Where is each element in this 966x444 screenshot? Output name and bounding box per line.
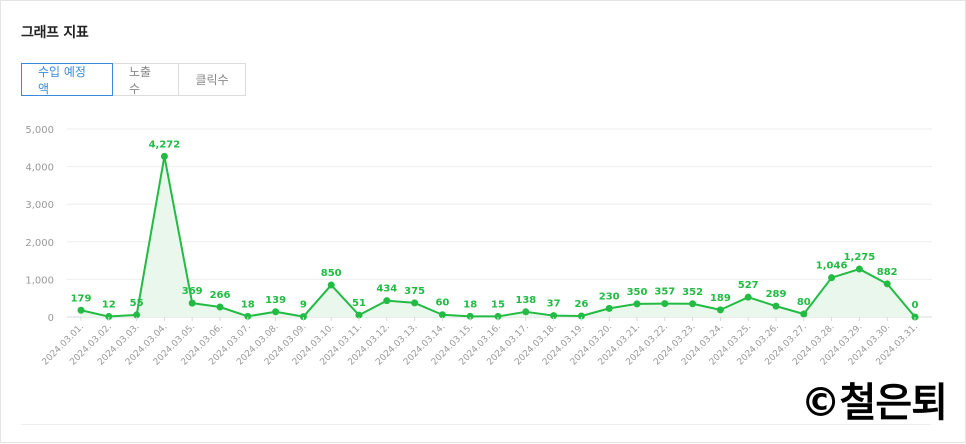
data-label: 179 (71, 293, 92, 304)
data-point (244, 312, 252, 320)
data-point (160, 152, 168, 160)
data-point (744, 293, 752, 301)
data-label: 434 (376, 284, 397, 295)
data-label: 138 (515, 295, 536, 306)
data-point (438, 311, 446, 319)
data-point (772, 302, 780, 310)
tab-clicks[interactable]: 클릭수 (178, 63, 246, 96)
data-label: 527 (738, 280, 759, 291)
data-point (828, 274, 836, 282)
data-point (216, 303, 224, 311)
data-point (77, 306, 85, 314)
data-label: 189 (710, 293, 731, 304)
data-label: 352 (682, 287, 703, 298)
data-point (661, 300, 669, 308)
data-point (272, 308, 280, 316)
data-label: 18 (463, 299, 477, 310)
data-label: 369 (182, 286, 203, 297)
data-point (605, 304, 613, 312)
data-label: 289 (766, 289, 787, 300)
data-label: 37 (547, 299, 561, 310)
data-point (633, 300, 641, 308)
data-point (133, 311, 141, 319)
data-label: 1,046 (816, 261, 848, 272)
data-label: 4,272 (149, 139, 181, 150)
data-label: 230 (599, 291, 620, 302)
data-point (716, 306, 724, 314)
series-area (81, 156, 915, 317)
data-label: 55 (130, 298, 144, 309)
data-point (105, 313, 113, 321)
data-label: 0 (912, 300, 919, 311)
data-point (689, 300, 697, 308)
tab-impressions[interactable]: 노출수 (112, 63, 179, 96)
data-label: 266 (210, 290, 231, 301)
data-label: 15 (491, 299, 505, 310)
data-point (188, 299, 196, 307)
data-point (466, 312, 474, 320)
tab-expected-revenue[interactable]: 수입 예정액 (21, 63, 113, 96)
data-point (522, 308, 530, 316)
data-point (550, 312, 558, 320)
data-label: 139 (265, 295, 286, 306)
y-tick-label: 3,000 (25, 200, 54, 211)
data-label: 60 (435, 298, 449, 309)
data-label: 51 (352, 298, 366, 309)
data-label: 1,275 (844, 252, 876, 263)
data-label: 850 (321, 268, 342, 279)
y-tick-label: 1,000 (25, 275, 54, 286)
page-title: 그래프 지표 (21, 25, 89, 41)
data-label: 350 (627, 287, 648, 298)
data-point (883, 280, 891, 288)
metric-tabs: 수입 예정액 노출수 클릭수 (21, 63, 246, 96)
data-label: 80 (797, 297, 811, 308)
y-tick-label: 5,000 (25, 125, 54, 136)
y-tick-label: 4,000 (25, 163, 54, 174)
divider (21, 424, 931, 425)
data-label: 18 (241, 299, 255, 310)
data-point (411, 299, 419, 307)
y-tick-label: 0 (48, 313, 54, 324)
watermark: ©철은퇴 (800, 380, 948, 426)
data-label: 9 (300, 300, 307, 311)
data-point (855, 265, 863, 273)
data-point (383, 297, 391, 305)
series-line (80, 155, 916, 318)
data-point (577, 312, 585, 320)
y-tick-label: 2,000 (25, 238, 54, 249)
data-point (355, 311, 363, 319)
data-label: 375 (404, 286, 425, 297)
data-label: 882 (877, 267, 898, 278)
data-point (494, 312, 502, 320)
data-label: 357 (654, 287, 675, 298)
data-point (327, 281, 335, 289)
data-point (800, 310, 808, 318)
data-point (299, 313, 307, 321)
data-label: 26 (574, 299, 588, 310)
data-label: 12 (102, 300, 116, 311)
